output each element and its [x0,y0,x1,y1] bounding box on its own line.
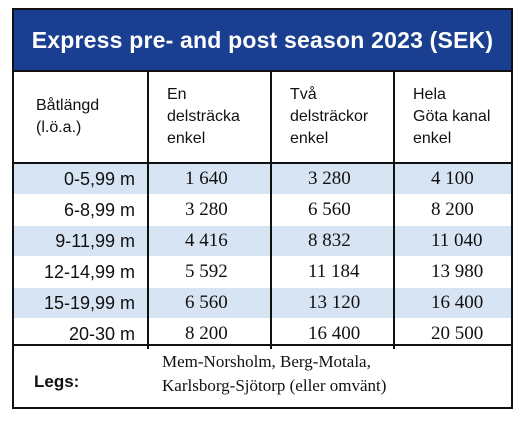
price-one-leg: 8 200 [147,318,271,349]
boat-length-cell: 6-8,99 m [14,194,148,226]
price-full-canal: 13 980 [393,256,511,288]
header-full-canal: Hela Göta kanal enkel [393,72,511,164]
price-two-legs: 16 400 [270,318,394,349]
price-full-canal: 4 100 [393,162,511,195]
price-table: Båtlängd (l.ö.a.) En delsträcka enkel Tv… [14,72,511,349]
legs-line-1: Mem-Norsholm, Berg-Motala, [162,352,371,371]
price-two-legs: 13 120 [270,287,394,319]
header-two-legs: Två delsträckor enkel [270,72,394,164]
price-table-card: Express pre- and post season 2023 (SEK) … [12,8,513,409]
boat-length-cell: 15-19,99 m [14,287,148,319]
legs-line-2: Karlsborg-Sjötorp (eller omvänt) [162,376,387,395]
table-title: Express pre- and post season 2023 (SEK) [14,10,511,72]
table-row: 12-14,99 m 5 592 11 184 13 980 [14,256,511,288]
price-one-leg: 3 280 [147,194,271,226]
price-full-canal: 11 040 [393,225,511,257]
price-two-legs: 11 184 [270,256,394,288]
price-two-legs: 8 832 [270,225,394,257]
price-full-canal: 8 200 [393,194,511,226]
legs-section: Legs: Mem-Norsholm, Berg-Motala, Karlsbo… [14,344,511,407]
boat-length-cell: 0-5,99 m [14,162,148,195]
boat-length-cell: 9-11,99 m [14,225,148,257]
table-row: 20-30 m 8 200 16 400 20 500 [14,318,511,349]
header-boat-length: Båtlängd (l.ö.a.) [14,72,148,164]
table-row: 15-19,99 m 6 560 13 120 16 400 [14,287,511,319]
price-two-legs: 6 560 [270,194,394,226]
boat-length-cell: 20-30 m [14,318,148,349]
table-row: 0-5,99 m 1 640 3 280 4 100 [14,162,511,195]
table-row: 6-8,99 m 3 280 6 560 8 200 [14,194,511,226]
price-one-leg: 4 416 [147,225,271,257]
legs-description: Mem-Norsholm, Berg-Motala, Karlsborg-Sjö… [162,350,502,398]
boat-length-cell: 12-14,99 m [14,256,148,288]
price-one-leg: 6 560 [147,287,271,319]
header-row: Båtlängd (l.ö.a.) En delsträcka enkel Tv… [14,72,511,164]
legs-label: Legs: [34,372,80,391]
price-full-canal: 16 400 [393,287,511,319]
price-one-leg: 5 592 [147,256,271,288]
price-one-leg: 1 640 [147,162,271,195]
price-full-canal: 20 500 [393,318,511,349]
price-two-legs: 3 280 [270,162,394,195]
table-row: 9-11,99 m 4 416 8 832 11 040 [14,225,511,257]
header-one-leg: En delsträcka enkel [147,72,271,164]
